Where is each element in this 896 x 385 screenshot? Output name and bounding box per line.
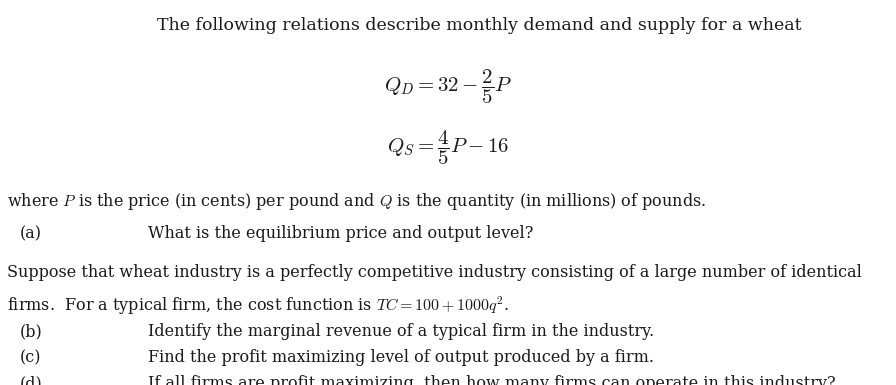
Text: Find the profit maximizing level of output produced by a firm.: Find the profit maximizing level of outp… [148, 349, 654, 366]
Text: $Q_D = 32 - \dfrac{2}{5}P$: $Q_D = 32 - \dfrac{2}{5}P$ [383, 67, 513, 106]
Text: where $P$ is the price (in cents) per pound and $Q$ is the quantity (in millions: where $P$ is the price (in cents) per po… [7, 191, 706, 212]
Text: (a): (a) [20, 225, 42, 242]
Text: (c): (c) [20, 349, 41, 366]
Text: The following relations describe monthly demand and supply for a wheat: The following relations describe monthly… [157, 17, 802, 34]
Text: If all firms are profit maximizing, then how many firms can operate in this indu: If all firms are profit maximizing, then… [148, 375, 835, 385]
Text: What is the equilibrium price and output level?: What is the equilibrium price and output… [148, 225, 533, 242]
Text: $Q_S = \dfrac{4}{5}P - 16$: $Q_S = \dfrac{4}{5}P - 16$ [387, 129, 509, 167]
Text: Identify the marginal revenue of a typical firm in the industry.: Identify the marginal revenue of a typic… [148, 323, 654, 340]
Text: (b): (b) [20, 323, 42, 340]
Text: firms.  For a typical firm, the cost function is $TC = 100 + 1000q^2$.: firms. For a typical firm, the cost func… [7, 295, 509, 317]
Text: (d): (d) [20, 375, 42, 385]
Text: Suppose that wheat industry is a perfectly competitive industry consisting of a : Suppose that wheat industry is a perfect… [7, 264, 862, 281]
